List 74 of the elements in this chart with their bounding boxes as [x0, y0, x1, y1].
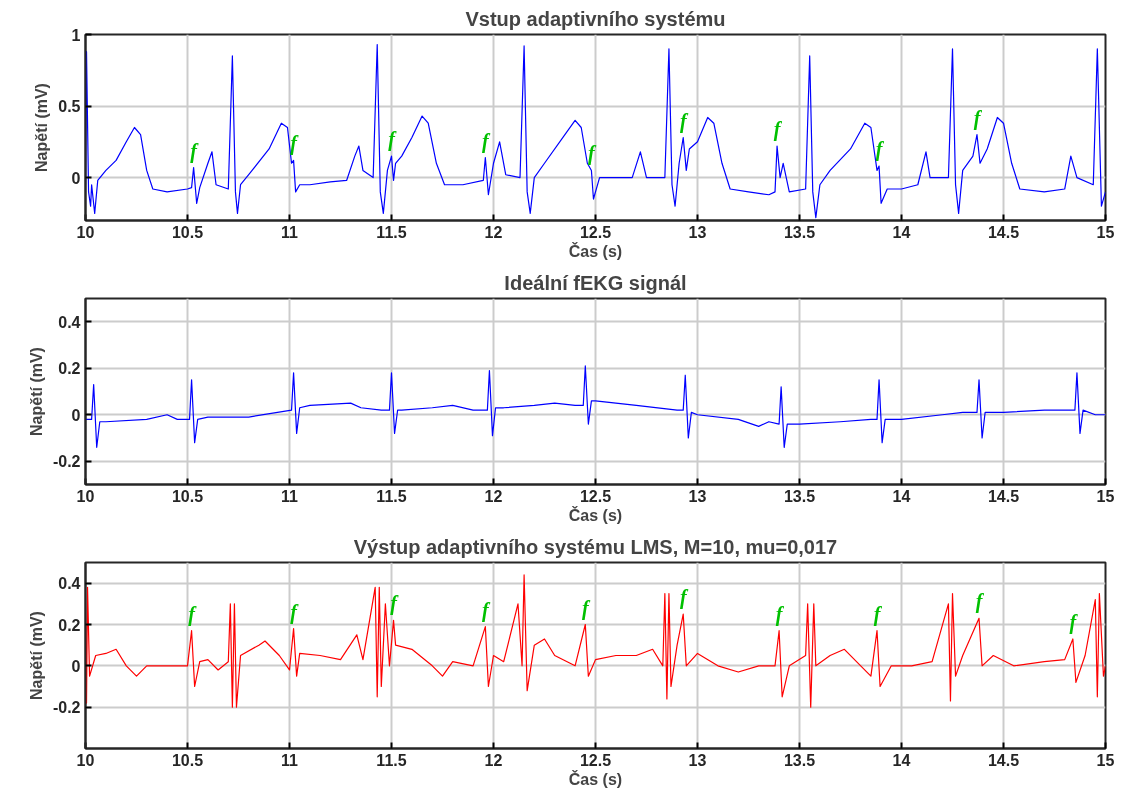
x-tick-label: 12.5	[579, 751, 612, 769]
x-axis-title: Čas (s)	[568, 241, 623, 260]
annotation: f	[388, 128, 398, 152]
annotation: f	[973, 106, 983, 130]
x-tick-label: 14.5	[987, 487, 1020, 505]
x-tick-label: 11.5	[376, 751, 407, 769]
y-tick-label: 0	[71, 406, 81, 424]
line-series	[85, 365, 1106, 448]
annotation: f	[188, 602, 198, 626]
x-tick-label: 13	[688, 223, 707, 241]
y-tick-label: -0.2	[52, 453, 81, 471]
x-tick-label: 10	[76, 751, 95, 769]
x-tick-label: 10.5	[171, 751, 204, 769]
x-tick-label: 11	[281, 751, 299, 769]
y-axis-title: Napětí (mV)	[27, 611, 45, 700]
y-axis-title: Napětí (mV)	[33, 83, 51, 172]
annotation: f	[190, 139, 200, 163]
x-axis-title: Čas (s)	[568, 769, 623, 788]
y-tick-label: 0	[71, 657, 81, 675]
annotation: f	[679, 586, 689, 610]
x-tick-label: 14	[892, 223, 911, 241]
annotation: f	[588, 142, 598, 166]
x-tick-label: 15	[1096, 751, 1115, 769]
annotation: f	[775, 602, 785, 626]
x-tick-label: 12.5	[579, 487, 612, 505]
annotation: f	[975, 590, 985, 614]
x-tick-label: 11	[281, 487, 299, 505]
x-tick-label: 11	[281, 223, 299, 241]
y-tick-label: 0.2	[58, 360, 81, 378]
annotation: f	[875, 138, 885, 162]
annotation: f	[482, 598, 492, 622]
y-tick-label: 0.4	[58, 313, 81, 331]
chart-title: Ideální fEKG signál	[504, 271, 687, 294]
annotation: f	[1069, 610, 1079, 634]
x-axis-title: Čas (s)	[568, 505, 623, 524]
line-series	[85, 574, 1106, 708]
chart-title: Vstup adaptivního systému	[465, 7, 726, 30]
x-tick-label: 14	[892, 487, 911, 505]
x-tick-label: 14.5	[987, 223, 1020, 241]
annotation: f	[482, 129, 492, 153]
x-tick-label: 10	[76, 487, 95, 505]
x-tick-label: 12.5	[579, 223, 612, 241]
y-axis-title: Napětí (mV)	[27, 347, 45, 436]
x-tick-label: 13.5	[783, 487, 816, 505]
x-tick-label: 12	[484, 751, 503, 769]
annotation: f	[290, 600, 300, 624]
y-tick-label: 0	[71, 169, 81, 187]
y-tick-label: -0.2	[52, 699, 81, 717]
x-tick-label: 15	[1096, 223, 1115, 241]
x-tick-label: 13.5	[783, 751, 816, 769]
annotation: f	[679, 109, 689, 133]
annotation: f	[390, 592, 400, 616]
x-tick-label: 10.5	[171, 487, 204, 505]
x-tick-label: 10.5	[171, 223, 204, 241]
annotation: f	[773, 118, 783, 142]
annotation: f	[873, 602, 883, 626]
x-tick-label: 13	[688, 751, 707, 769]
x-tick-label: 12	[484, 487, 503, 505]
x-tick-label: 12	[484, 223, 503, 241]
x-tick-label: 14	[892, 751, 911, 769]
annotation: f	[290, 132, 300, 156]
x-tick-label: 15	[1096, 487, 1115, 505]
chart-title: Výstup adaptivního systému LMS, M=10, mu=0,017	[353, 535, 838, 558]
x-tick-label: 11.5	[376, 487, 407, 505]
y-tick-label: 0.2	[58, 616, 81, 634]
x-tick-label: 10	[76, 223, 95, 241]
x-tick-label: 13	[688, 487, 707, 505]
x-tick-label: 11.5	[376, 223, 407, 241]
y-tick-label: 0.5	[58, 98, 81, 116]
annotation: f	[581, 596, 591, 620]
x-tick-label: 14.5	[987, 751, 1020, 769]
x-tick-label: 13.5	[783, 223, 816, 241]
y-tick-label: 1	[71, 26, 81, 44]
y-tick-label: 0.4	[58, 575, 81, 593]
